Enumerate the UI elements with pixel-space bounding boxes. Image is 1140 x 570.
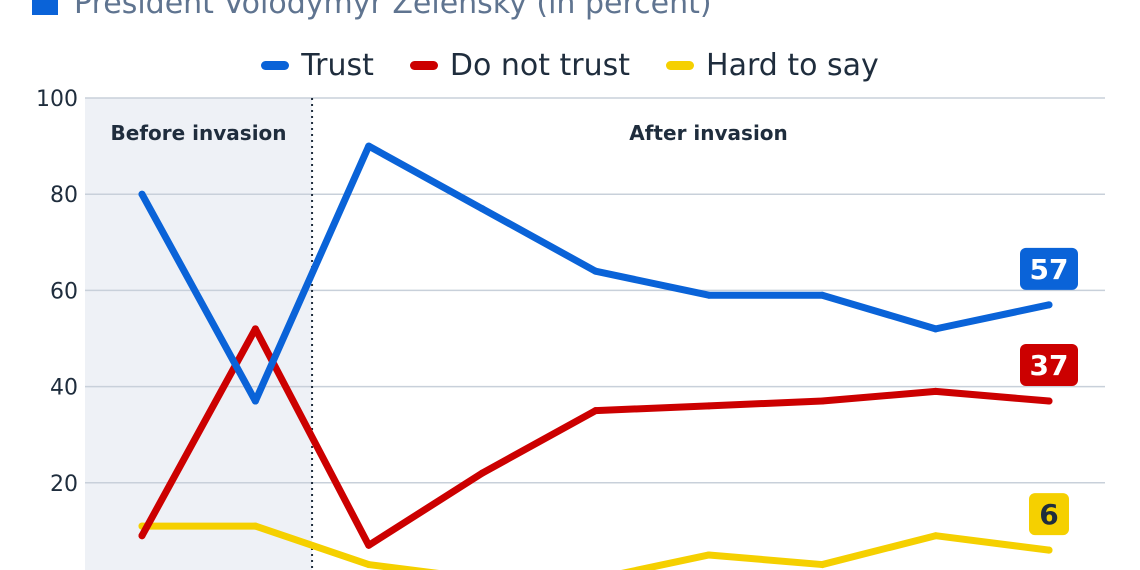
data-point-hard-to-say-9 <box>1045 546 1053 554</box>
period-label-after: After invasion <box>629 121 788 145</box>
legend-swatch-do-not-trust-icon <box>409 61 438 70</box>
data-point-trust-2 <box>251 397 259 405</box>
legend-label-do-not-trust: Do not trust <box>449 48 631 83</box>
title-square-icon <box>32 0 58 15</box>
y-tick-label-40: 40 <box>50 376 78 401</box>
data-point-hard-to-say-2 <box>251 522 259 530</box>
data-point-hard-to-say-7 <box>818 561 826 569</box>
data-point-do-not-trust-4 <box>478 469 486 477</box>
legend-item-hard-to-say: Hard to say <box>666 48 879 83</box>
before-invasion-region <box>85 98 313 570</box>
data-point-trust-3 <box>365 142 373 150</box>
legend-item-do-not-trust: Do not trust <box>409 48 631 83</box>
data-point-do-not-trust-7 <box>818 397 826 405</box>
data-point-do-not-trust-6 <box>705 402 713 410</box>
y-tick-label-60: 60 <box>50 279 78 304</box>
data-point-do-not-trust-2 <box>251 325 259 333</box>
legend-label-trust: Trust <box>301 48 374 83</box>
end-label-box-trust <box>1020 247 1078 290</box>
data-point-trust-4 <box>478 205 486 213</box>
end-label-do-not-trust: 37 <box>1030 349 1069 382</box>
y-tick-label-80: 80 <box>50 183 78 208</box>
end-label-box-hard-to-say <box>1029 493 1069 536</box>
legend-swatch-hard-to-say-icon <box>666 61 695 70</box>
data-point-do-not-trust-5 <box>592 407 599 415</box>
data-point-trust-6 <box>705 291 713 299</box>
legend-swatch-trust-icon <box>261 61 290 70</box>
y-tick-label-100: 100 <box>36 87 78 112</box>
series-line-hard-to-say <box>138 522 1053 570</box>
data-point-hard-to-say-8 <box>932 532 940 540</box>
data-point-hard-to-say-6 <box>705 551 713 559</box>
data-point-do-not-trust-1 <box>138 532 146 540</box>
data-point-trust-8 <box>932 325 940 333</box>
legend-label-hard-to-say: Hard to say <box>706 48 879 83</box>
data-point-hard-to-say-3 <box>365 561 373 569</box>
data-point-trust-7 <box>818 291 826 299</box>
y-tick-label-20: 20 <box>50 472 78 497</box>
data-point-do-not-trust-9 <box>1045 397 1053 405</box>
end-label-box-do-not-trust <box>1020 344 1078 387</box>
data-point-do-not-trust-3 <box>365 541 373 549</box>
legend: Trust Do not trust Hard to say <box>0 48 1140 83</box>
end-label-hard-to-say: 6 <box>1039 498 1058 531</box>
data-point-trust-5 <box>592 267 599 275</box>
end-label-trust: 57 <box>1030 253 1069 286</box>
chart-title-text: President Volodymyr Zelensky (in percent… <box>74 0 712 21</box>
chart-title: President Volodymyr Zelensky (in percent… <box>32 0 712 21</box>
data-point-trust-1 <box>138 190 146 198</box>
legend-item-trust: Trust <box>261 48 374 83</box>
data-point-do-not-trust-8 <box>932 387 940 395</box>
period-label-before: Before invasion <box>111 121 287 145</box>
data-point-trust-9 <box>1045 301 1053 309</box>
